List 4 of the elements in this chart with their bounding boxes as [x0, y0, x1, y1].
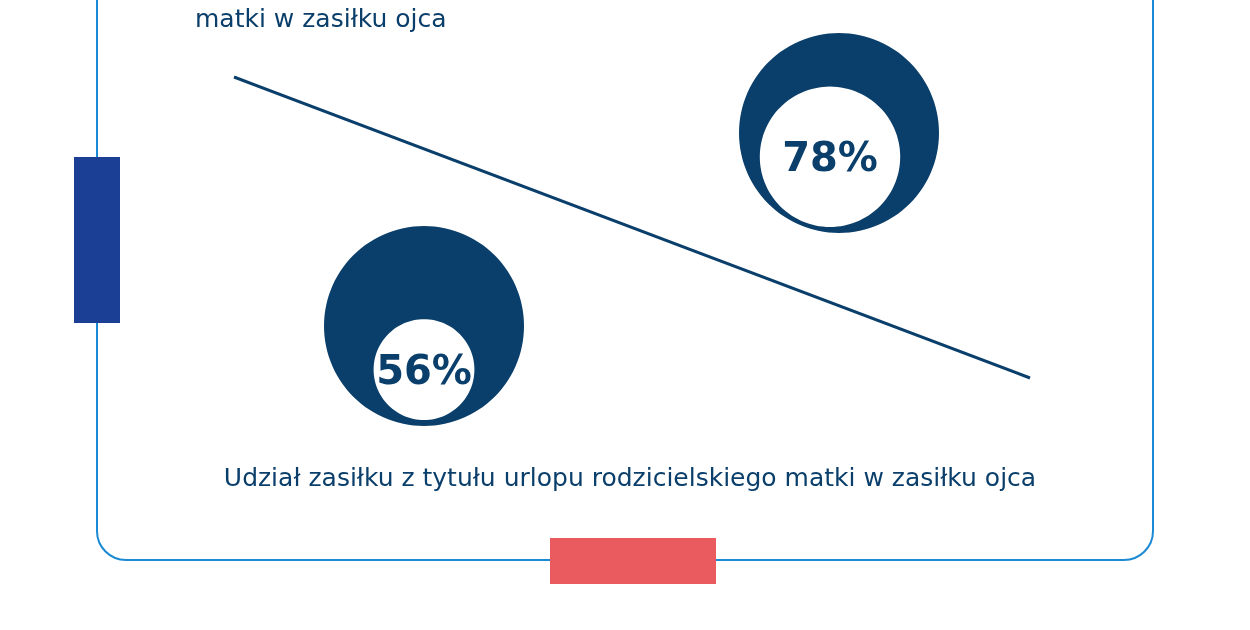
data-label: 78% [782, 133, 878, 180]
text: matki w zasiłku ojca [195, 3, 447, 33]
data-label: 56% [376, 346, 472, 393]
text: Udział zasiłku z tytułu urlopu rodzicielskiego matki w zasiłku ojca [223, 462, 1037, 492]
